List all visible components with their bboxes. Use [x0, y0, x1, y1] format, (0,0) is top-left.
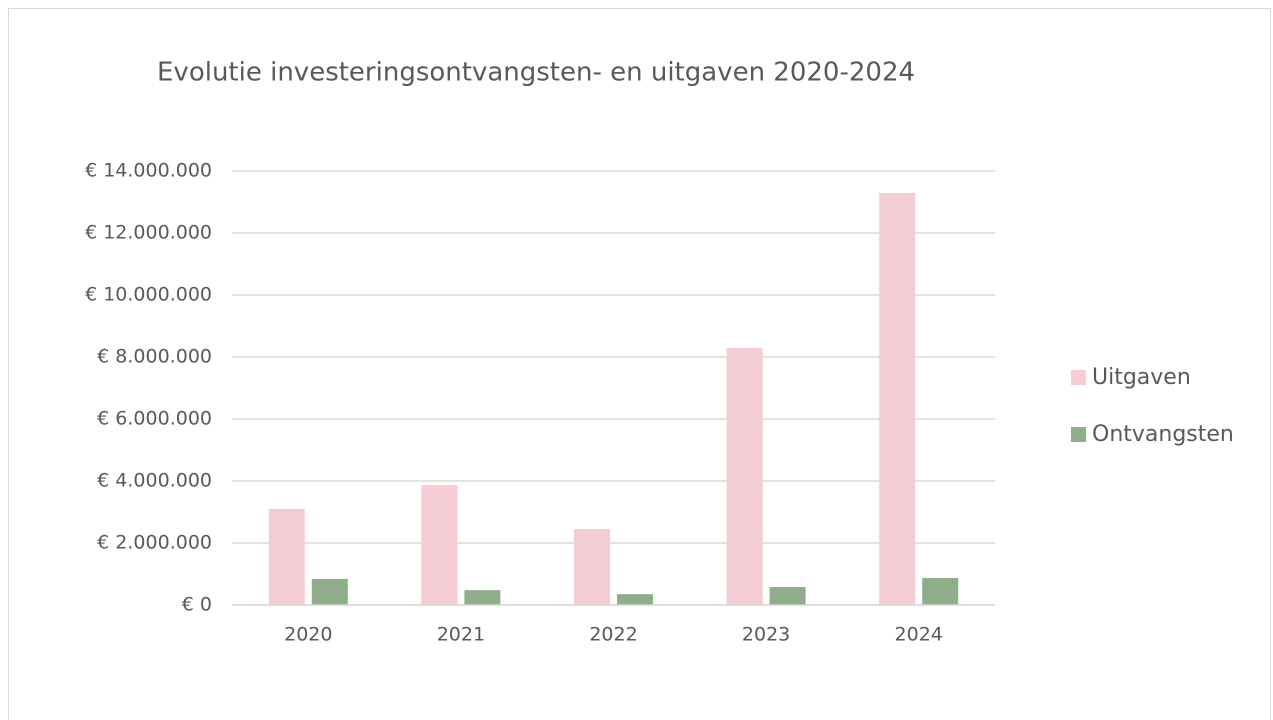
bar [464, 590, 501, 605]
y-tick-label: € 12.000.000 [85, 222, 212, 244]
legend-swatch [1071, 370, 1086, 385]
legend-label: Uitgaven [1092, 365, 1191, 390]
y-tick-label: € 4.000.000 [97, 470, 212, 492]
bar [922, 578, 959, 605]
y-tick-label: € 10.000.000 [85, 284, 212, 306]
x-tick-label: 2022 [589, 624, 637, 646]
y-tick-label: € 0 [182, 594, 212, 616]
legend-swatch [1071, 427, 1086, 442]
chart-title: Evolutie investeringsontvangsten- en uit… [157, 58, 915, 88]
bar [769, 587, 806, 605]
y-tick-label: € 6.000.000 [97, 408, 212, 430]
x-tick-label: 2020 [284, 624, 332, 646]
x-tick-label: 2023 [742, 624, 790, 646]
bar [617, 594, 653, 605]
bar [879, 193, 916, 605]
legend-label: Ontvangsten [1092, 422, 1234, 447]
bar [311, 578, 348, 605]
x-tick-label: 2024 [895, 624, 943, 646]
bar [574, 529, 610, 605]
bar [268, 508, 305, 605]
bar [421, 485, 458, 605]
y-tick-label: € 2.000.000 [97, 532, 212, 554]
y-tick-label: € 14.000.000 [85, 160, 212, 182]
bar [726, 348, 763, 605]
x-tick-label: 2021 [437, 624, 485, 646]
y-tick-label: € 8.000.000 [97, 346, 212, 368]
